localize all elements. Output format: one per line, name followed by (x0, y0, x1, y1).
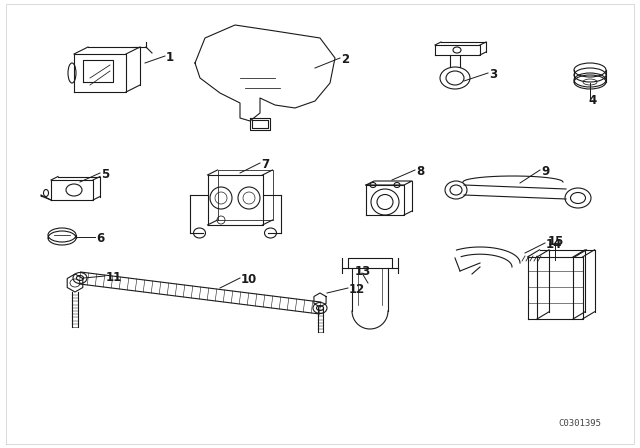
Text: 14: 14 (546, 237, 563, 250)
Text: 8: 8 (416, 164, 424, 177)
Text: 10: 10 (241, 272, 257, 285)
Text: 12: 12 (349, 283, 365, 296)
Text: 9: 9 (541, 164, 549, 177)
Text: 15: 15 (548, 234, 564, 247)
Text: C0301395: C0301395 (559, 418, 602, 427)
Text: 4: 4 (588, 94, 596, 107)
Text: 5: 5 (101, 168, 109, 181)
Text: 11: 11 (106, 271, 122, 284)
Text: 1: 1 (166, 51, 174, 64)
Text: 3: 3 (489, 68, 497, 81)
Text: 13: 13 (355, 264, 371, 277)
Text: 6: 6 (96, 232, 104, 245)
Text: 2: 2 (341, 52, 349, 65)
Text: 7: 7 (261, 158, 269, 171)
